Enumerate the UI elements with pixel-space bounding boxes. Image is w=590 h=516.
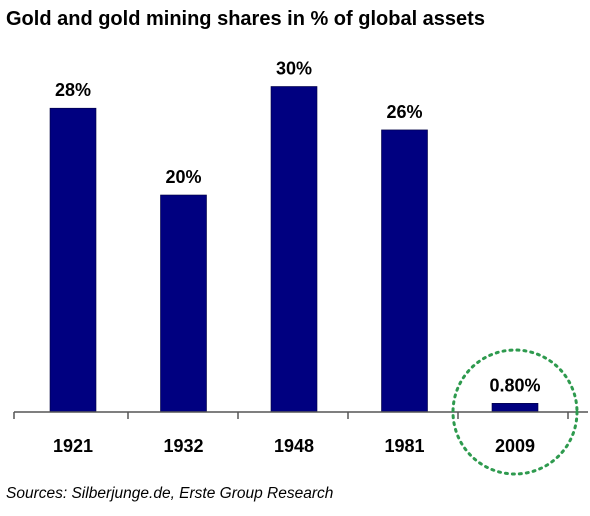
x-tick-label-1981: 1981 [384,436,424,456]
data-label-2009: 0.80% [489,375,540,395]
bar-1981 [381,129,428,413]
bar-1948 [270,86,318,413]
bars-layer [49,86,539,413]
chart-title: Gold and gold mining shares in % of glob… [6,8,485,30]
chart-source: Sources: Silberjunge.de, Erste Group Res… [6,485,334,502]
data-label-1932: 20% [165,167,201,187]
data-label-1948: 30% [276,59,312,79]
bar-1932 [160,194,207,413]
x-tick-label-1948: 1948 [274,436,314,456]
x-tick-label-1932: 1932 [163,436,203,456]
data-label-1981: 26% [386,102,422,122]
labels-layer: 28% 1921 20% 1932 30% 1948 26% 1981 0.80% 2009 [53,59,541,457]
x-tick-label-1921: 1921 [53,436,93,456]
x-tick-label-2009: 2009 [495,436,535,456]
highlight-circle [451,348,579,476]
bar-1921 [49,107,97,413]
data-label-1921: 28% [55,80,91,100]
x-axis-ticks [13,412,569,419]
bar-2009 [491,403,539,413]
